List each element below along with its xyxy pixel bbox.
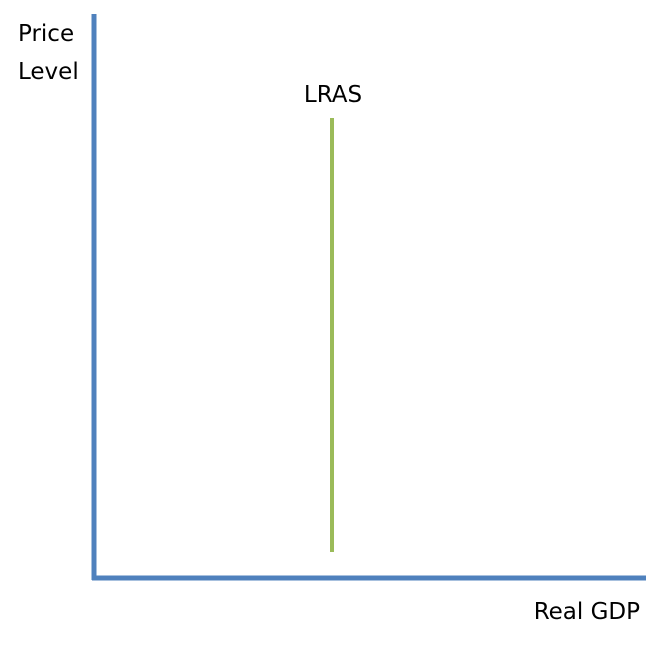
y-axis-label: Level xyxy=(18,59,79,85)
x-axis-label: Real GDP xyxy=(534,599,640,625)
y-axis-label: Price xyxy=(18,21,74,47)
curve-label: LRAS xyxy=(304,82,362,108)
